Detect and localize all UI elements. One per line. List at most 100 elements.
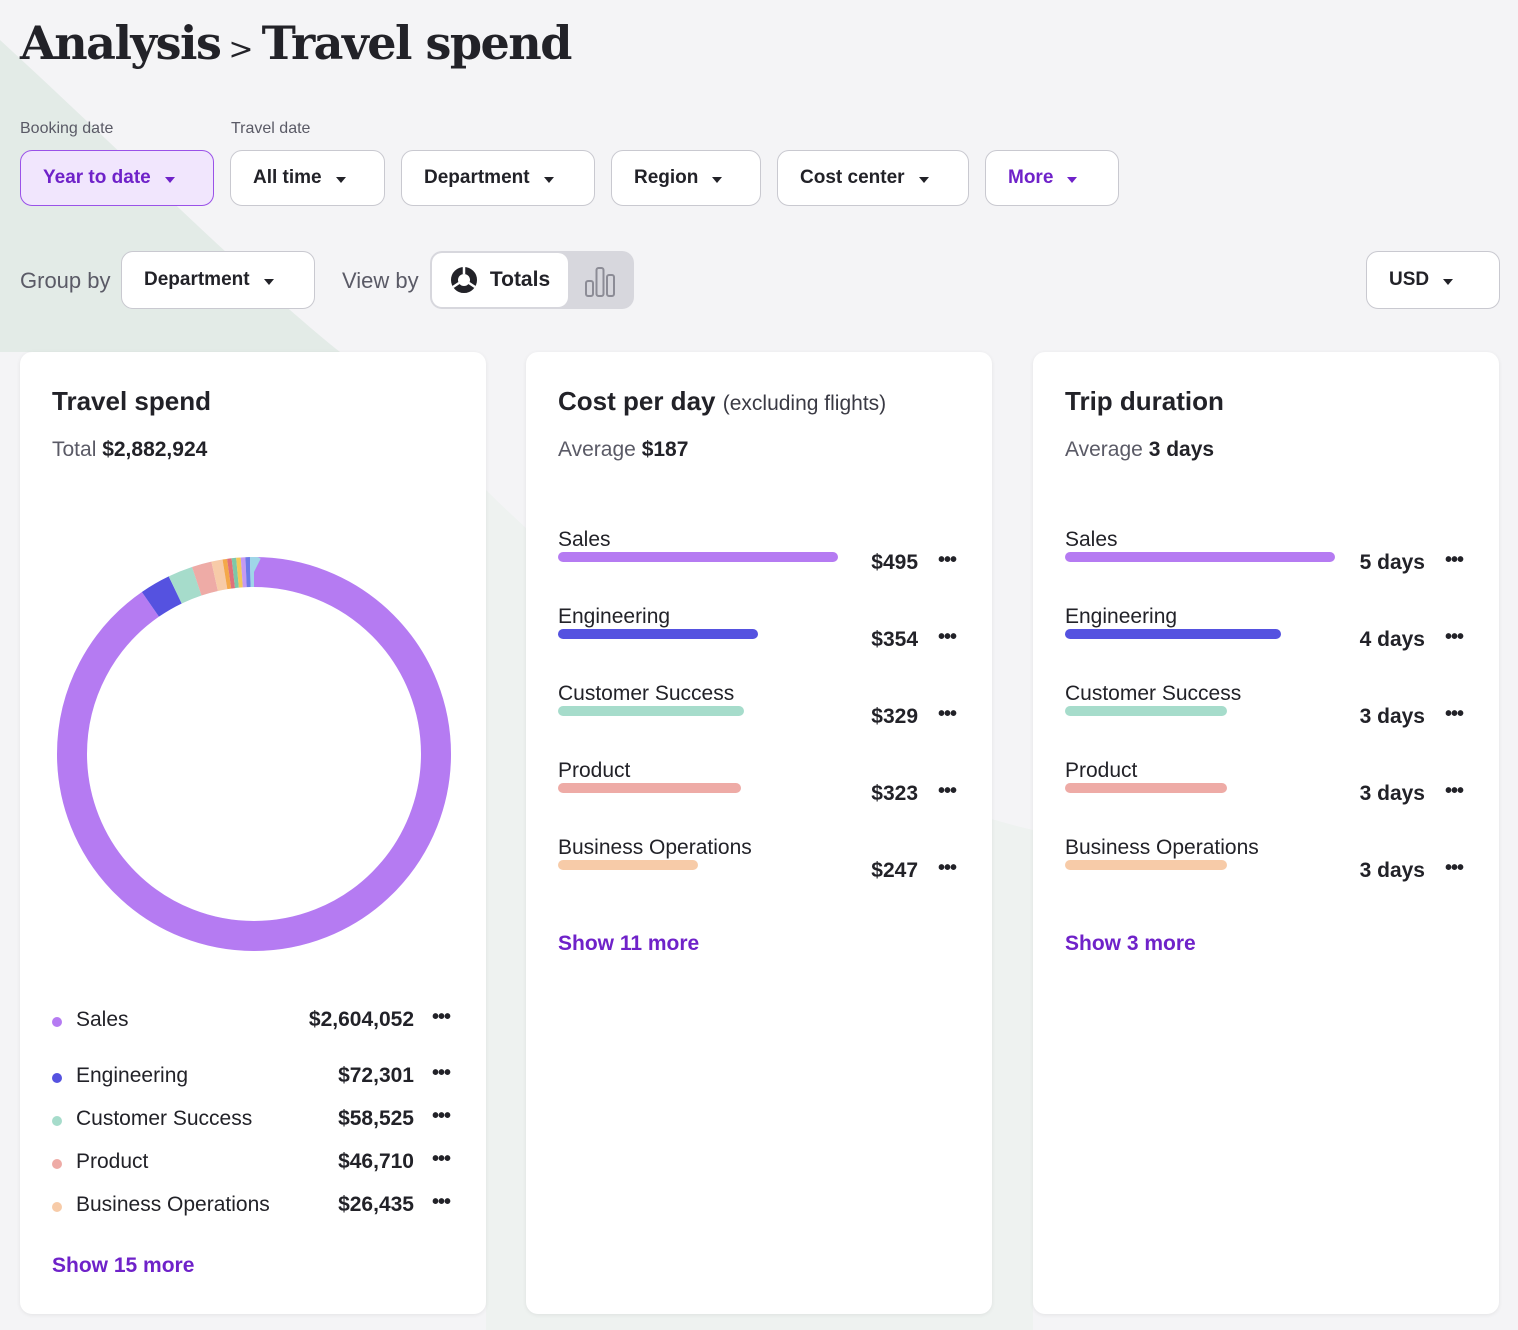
more-options-icon[interactable]: ••• <box>1444 857 1464 879</box>
legend-swatch <box>52 1073 62 1083</box>
trip-duration-average-value: 3 days <box>1148 438 1215 461</box>
trip-duration-label: Engineering <box>1065 605 1178 628</box>
more-options-icon[interactable]: ••• <box>1444 626 1464 648</box>
trip-duration-average-label: Average <box>1065 438 1143 461</box>
cost-per-day-value: $323 <box>871 782 918 805</box>
view-by-toggle: Totals <box>430 251 634 309</box>
trip-duration-bar <box>1065 629 1281 639</box>
trip-duration-label: Sales <box>1065 528 1118 551</box>
legend-item: Business Operations $26,435 ••• <box>52 1191 452 1223</box>
legend-value: $2,604,052 <box>308 1008 414 1031</box>
chevron-down-icon <box>164 176 175 183</box>
travel-date-value: All time <box>253 167 322 188</box>
cost-per-day-bar <box>558 860 698 870</box>
trip-duration-value: 3 days <box>1359 859 1425 882</box>
trip-duration-bar <box>1065 783 1227 793</box>
trip-duration-bar <box>1065 860 1227 870</box>
legend-item: Customer Success $58,525 ••• <box>52 1105 452 1137</box>
cost-per-day-average-label: Average <box>558 438 636 461</box>
trip-duration-label: Business Operations <box>1065 836 1259 859</box>
cost-per-day-average: Average $187 <box>558 438 688 462</box>
cost-per-day-row: Sales $495 ••• <box>558 528 958 588</box>
more-filters-button[interactable]: More <box>985 150 1119 206</box>
chevron-down-icon <box>335 176 346 183</box>
trip-duration-value: 3 days <box>1359 782 1425 805</box>
currency-dropdown[interactable]: USD <box>1366 251 1500 309</box>
trip-duration-row: Engineering 4 days ••• <box>1065 605 1465 665</box>
cost-per-day-value: $329 <box>871 705 918 728</box>
more-options-icon[interactable]: ••• <box>431 1105 451 1127</box>
trip-duration-row: Sales 5 days ••• <box>1065 528 1465 588</box>
cost-per-day-value: $354 <box>871 628 918 651</box>
cost-per-day-row: Engineering $354 ••• <box>558 605 958 665</box>
breadcrumb-current: Travel spend <box>261 16 573 70</box>
cost-per-day-row: Product $323 ••• <box>558 759 958 819</box>
more-options-icon[interactable]: ••• <box>431 1148 451 1170</box>
travel-date-dropdown[interactable]: All time <box>230 150 385 206</box>
more-options-icon[interactable]: ••• <box>1444 703 1464 725</box>
legend-item: Sales $2,604,052 ••• <box>52 1006 452 1038</box>
cost-per-day-subtitle: (excluding flights) <box>722 392 887 415</box>
view-totals-label: Totals <box>489 268 551 291</box>
trip-duration-row: Product 3 days ••• <box>1065 759 1465 819</box>
cost-per-day-row: Business Operations $247 ••• <box>558 836 958 896</box>
group-by-value: Department <box>144 269 250 290</box>
breadcrumb-parent[interactable]: Analysis <box>20 16 222 70</box>
cost-per-day-bar <box>558 552 838 562</box>
travel-spend-show-more[interactable]: Show 15 more <box>52 1254 195 1277</box>
travel-spend-total: Total $2,882,924 <box>52 438 207 462</box>
bar-chart-icon[interactable] <box>582 265 618 297</box>
more-options-icon[interactable]: ••• <box>937 703 957 725</box>
more-options-icon[interactable]: ••• <box>937 780 957 802</box>
chevron-down-icon <box>712 176 723 183</box>
chevron-down-icon <box>1067 176 1078 183</box>
travel-date-label: Travel date <box>231 120 311 137</box>
more-options-icon[interactable]: ••• <box>431 1062 451 1084</box>
trip-duration-value: 4 days <box>1359 628 1425 651</box>
chevron-down-icon <box>918 176 929 183</box>
more-options-icon[interactable]: ••• <box>431 1191 451 1213</box>
more-options-icon[interactable]: ••• <box>1444 549 1464 571</box>
booking-date-dropdown[interactable]: Year to date <box>20 150 214 206</box>
view-totals-option[interactable]: Totals <box>432 253 568 307</box>
region-filter[interactable]: Region <box>611 150 761 206</box>
cost-per-day-bar <box>558 783 741 793</box>
more-options-icon[interactable]: ••• <box>937 549 957 571</box>
trip-duration-label: Product <box>1065 759 1138 782</box>
legend-label: Business Operations <box>76 1193 270 1216</box>
donut-slice-other[interactable] <box>57 557 451 951</box>
more-options-icon[interactable]: ••• <box>1444 780 1464 802</box>
cost-per-day-title-row: Cost per day (excluding flights) <box>558 386 886 417</box>
donut-slice-sales[interactable] <box>57 557 451 951</box>
trip-duration-value: 5 days <box>1359 551 1425 574</box>
cost-center-filter-label: Cost center <box>800 167 905 188</box>
cost-per-day-title: Cost per day <box>558 386 716 416</box>
trip-duration-row: Business Operations 3 days ••• <box>1065 836 1465 896</box>
cost-per-day-show-more[interactable]: Show 11 more <box>558 932 700 955</box>
department-filter[interactable]: Department <box>401 150 595 206</box>
booking-date-value: Year to date <box>43 167 151 188</box>
cost-per-day-label: Customer Success <box>558 682 735 705</box>
trip-duration-bar <box>1065 552 1335 562</box>
legend-label: Customer Success <box>76 1107 253 1130</box>
travel-spend-total-value: $2,882,924 <box>102 438 208 461</box>
more-options-icon[interactable]: ••• <box>937 626 957 648</box>
legend-label: Sales <box>76 1008 129 1031</box>
group-by-dropdown[interactable]: Department <box>121 251 315 309</box>
legend-label: Engineering <box>76 1064 189 1087</box>
cost-center-filter[interactable]: Cost center <box>777 150 969 206</box>
travel-spend-donut-chart <box>57 557 451 951</box>
travel-spend-card: Travel spend Total $2,882,924 Sales $2,60… <box>20 352 486 1314</box>
trip-duration-show-more[interactable]: Show 3 more <box>1065 932 1196 955</box>
legend-value: $46,710 <box>338 1150 414 1173</box>
chevron-down-icon <box>1443 278 1454 285</box>
cost-per-day-bar <box>558 706 744 716</box>
cost-per-day-row: Customer Success $329 ••• <box>558 682 958 742</box>
more-options-icon[interactable]: ••• <box>937 857 957 879</box>
view-by-label: View by <box>342 268 419 293</box>
cost-per-day-average-value: $187 <box>641 438 689 461</box>
more-options-icon[interactable]: ••• <box>431 1006 451 1028</box>
booking-date-label: Booking date <box>20 120 114 137</box>
trip-duration-bar <box>1065 706 1227 716</box>
legend-item: Product $46,710 ••• <box>52 1148 452 1180</box>
